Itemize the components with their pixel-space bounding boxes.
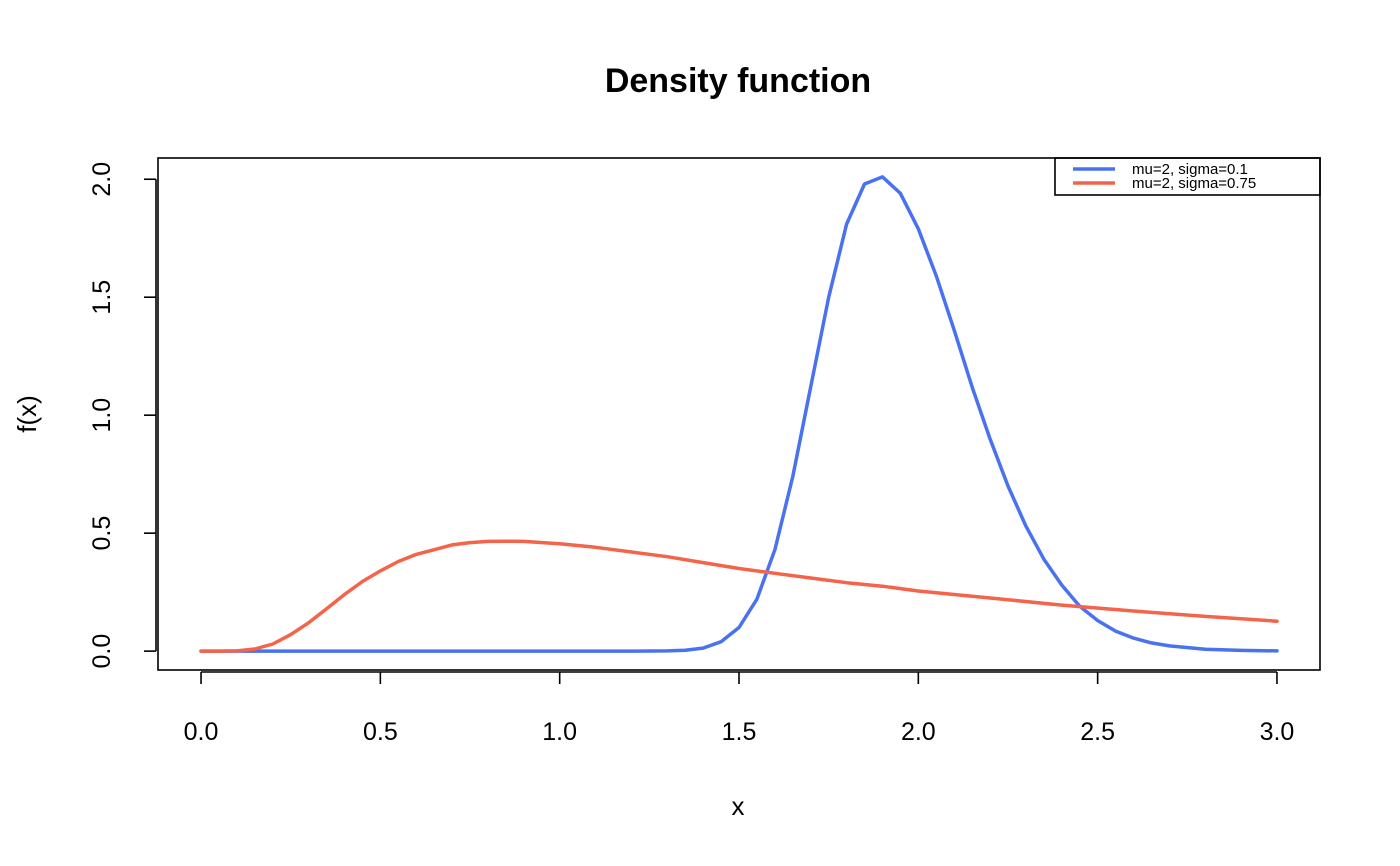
series-line-2: [199, 539, 1279, 653]
legend-label-1: mu=2, sigma=0.1: [1132, 161, 1248, 178]
x-tick-label: 1.0: [542, 718, 577, 746]
y-tick-label: 2.0: [88, 162, 116, 197]
series-lines: [199, 175, 1279, 653]
legend: mu=2, sigma=0.1mu=2, sigma=0.75: [1054, 157, 1321, 196]
series-line-1: [199, 175, 1279, 653]
plot-frame: [157, 157, 1321, 671]
x-tick-label: 2.5: [1080, 718, 1115, 746]
y-tick-label: 1.0: [88, 398, 116, 433]
x-tick-label: 1.5: [722, 718, 757, 746]
x-axis: 0.0 0.5 1.0 1.5 2.0 2.5 3.0: [184, 671, 1295, 746]
y-axis: 0.0 0.5 1.0 1.5 2.0: [88, 162, 157, 669]
x-axis-label: x: [732, 791, 745, 821]
y-tick-label: 0.5: [88, 516, 116, 551]
y-axis-label: f(x): [12, 395, 42, 433]
x-tick-label: 0.5: [363, 718, 398, 746]
x-tick-label: 3.0: [1260, 718, 1295, 746]
chart-title: Density function: [605, 62, 871, 100]
y-tick-label: 1.5: [88, 280, 116, 315]
y-tick-label: 0.0: [88, 634, 116, 669]
legend-label-2: mu=2, sigma=0.75: [1132, 175, 1256, 192]
x-tick-label: 2.0: [901, 718, 936, 746]
x-tick-label: 0.0: [184, 718, 219, 746]
legend-box: [1054, 157, 1321, 196]
